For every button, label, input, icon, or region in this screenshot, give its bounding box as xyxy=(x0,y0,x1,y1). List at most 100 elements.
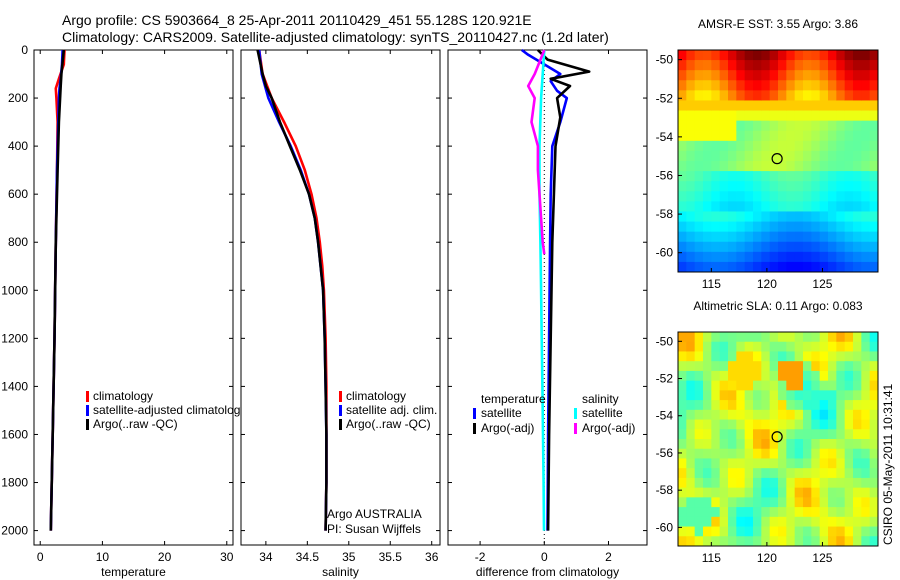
sla_map-cells xyxy=(678,332,879,547)
sla_map-cell xyxy=(811,468,821,479)
sst_map-cell xyxy=(744,211,754,222)
sla_map-cell xyxy=(794,477,804,489)
sla_map-cell xyxy=(811,361,821,372)
sla_map-cell xyxy=(794,361,804,372)
sla_map-cell xyxy=(778,332,787,343)
sla_map-cell xyxy=(703,380,712,391)
sst_map-cell xyxy=(678,100,687,111)
sst_map-cell xyxy=(803,231,812,243)
sla_map-cell xyxy=(769,458,779,469)
sla_map-cell xyxy=(678,400,687,411)
sla_map-cell xyxy=(719,361,729,372)
sla_map-cell xyxy=(694,448,704,459)
depth-tick-label: 1400 xyxy=(1,379,28,393)
sst_map-cell xyxy=(778,251,787,263)
sla_map-cell xyxy=(719,351,729,362)
sla_map-cell xyxy=(869,458,879,469)
sla_map-cell xyxy=(703,341,712,352)
sla_map-cell xyxy=(836,419,846,430)
sst_map-cell xyxy=(711,100,721,111)
sla_map-cell xyxy=(836,497,846,508)
sla_map-cell xyxy=(811,536,821,547)
salinity-legend-swatch xyxy=(339,391,342,402)
sla_map-cell xyxy=(753,361,762,372)
sla_map-cell xyxy=(753,400,762,411)
sla_map-cell xyxy=(728,487,737,498)
sla_map-cell xyxy=(828,400,837,411)
sla_map-cell xyxy=(811,341,821,352)
sla_map-cell xyxy=(744,351,754,362)
salinity-x-tick-label: 35.5 xyxy=(379,550,403,564)
sla_map-cell xyxy=(686,448,696,459)
sla_map-cell xyxy=(694,516,704,527)
temperature-legend-label: Argo(..raw -QC) xyxy=(93,417,178,431)
sla_map-cell xyxy=(678,341,687,352)
difference-series-salinity_satellite xyxy=(538,49,546,531)
sla_map-cell xyxy=(761,341,771,352)
sla_map-cell xyxy=(853,487,862,498)
sla_map-cell xyxy=(794,526,804,537)
sst_map-cell xyxy=(769,261,779,273)
sst_map-cell xyxy=(828,221,837,233)
sst_map-cells xyxy=(678,50,879,273)
sla_map-cell xyxy=(769,370,779,382)
sla_map-cell xyxy=(761,477,771,489)
sla_map-cell xyxy=(719,497,729,508)
sst_map-cell xyxy=(753,251,762,263)
sst_map-cell xyxy=(719,80,729,91)
sst_map-cell xyxy=(803,100,812,111)
sst_map-cell xyxy=(736,261,746,273)
sst_map-cell xyxy=(744,100,754,111)
sla_map-cell xyxy=(869,351,879,362)
sst_map-cell xyxy=(761,110,771,122)
sla_map-cell xyxy=(678,419,687,430)
sst_map-cell xyxy=(861,110,871,122)
sst_map-cell xyxy=(719,201,729,212)
sla_map-cell xyxy=(811,526,821,537)
sst_map-cell xyxy=(736,70,746,81)
sst_map-cell xyxy=(778,80,787,91)
sst_map-cell xyxy=(736,201,746,212)
sla_map-cell xyxy=(703,458,712,469)
sst_map-cell xyxy=(861,100,871,111)
sst_map-cell xyxy=(761,100,771,111)
sst_map-cell xyxy=(686,171,696,182)
sla_map-cell xyxy=(753,536,762,547)
sla_map-cell xyxy=(719,429,729,440)
sla_map-cell xyxy=(719,487,729,498)
sst_map-cell xyxy=(686,50,696,61)
sst_map-cell xyxy=(853,241,862,253)
sla_map-cell xyxy=(711,468,721,479)
sla_map-cell xyxy=(686,468,696,479)
sst_map-cell xyxy=(819,140,829,152)
salinity-series-argo xyxy=(256,49,328,531)
sla_map-cell xyxy=(769,409,779,420)
sla_map-cell xyxy=(786,351,796,362)
sla_map-cell xyxy=(811,497,821,508)
sla_map-cell xyxy=(678,429,687,440)
sla_map-cell xyxy=(719,448,729,459)
sst_map-cell xyxy=(719,140,729,152)
sla_map-cell xyxy=(819,448,829,459)
difference-legend-label: satellite xyxy=(481,406,522,420)
sst_map-cell xyxy=(686,181,696,192)
sst_map-cell xyxy=(703,70,712,81)
sst_map-cell xyxy=(828,70,837,81)
sst_map-cell xyxy=(678,140,687,152)
sla_map-cell xyxy=(686,507,696,518)
sst_map-cell xyxy=(753,181,762,192)
sst_map-cell xyxy=(761,140,771,152)
sla_map-cell xyxy=(794,400,804,411)
sla_map-argo-location-marker xyxy=(771,431,783,443)
sla_map-cell xyxy=(853,526,862,537)
salinity-annotation: PI: Susan Wijffels xyxy=(327,522,421,536)
sla_map-cell xyxy=(719,526,729,537)
sst_map-cell xyxy=(686,201,696,212)
sla_map-cell xyxy=(703,390,712,401)
sla_map-cell xyxy=(728,448,737,459)
sla_map-cell xyxy=(769,351,779,362)
sst_map-cell xyxy=(769,130,779,142)
sst_map-cell xyxy=(744,181,754,192)
temperature-x-tick-label: 0 xyxy=(37,550,44,564)
sla_map-cell xyxy=(694,380,704,391)
